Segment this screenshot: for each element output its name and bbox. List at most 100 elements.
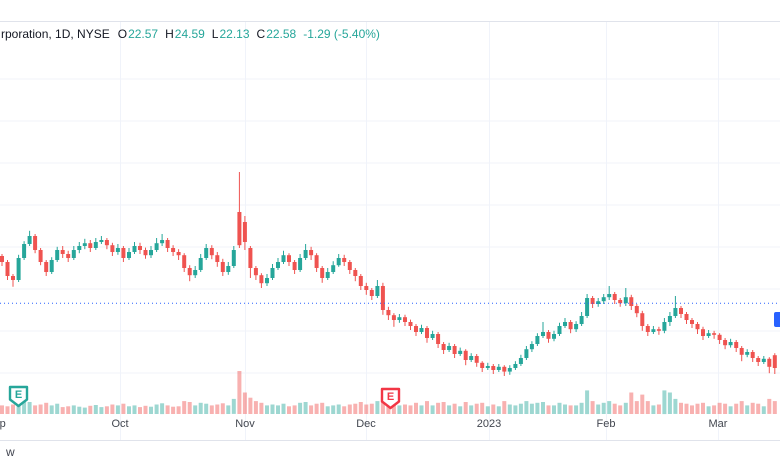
candle-body xyxy=(298,258,303,270)
candle-body xyxy=(33,236,38,250)
candle-body xyxy=(612,294,617,300)
volume-bar xyxy=(38,404,43,414)
candle-body xyxy=(154,243,159,250)
candle-body xyxy=(220,262,225,272)
volume-bar xyxy=(568,405,573,414)
candle-body xyxy=(745,352,750,355)
candle-body xyxy=(546,332,551,339)
volume-bar xyxy=(5,406,10,414)
candle-body xyxy=(347,262,352,270)
candle-body xyxy=(662,322,667,331)
candle-body xyxy=(104,240,109,246)
volume-bar xyxy=(667,392,672,414)
candle-body xyxy=(364,286,369,290)
volume-bar xyxy=(574,405,579,414)
candle-body xyxy=(656,329,661,331)
volume-bar xyxy=(253,401,258,414)
volume-bar xyxy=(375,401,380,414)
candle-body xyxy=(287,255,291,262)
volume-bar xyxy=(579,402,584,414)
volume-bar xyxy=(331,405,336,414)
candle-body xyxy=(535,336,540,344)
volume-bar xyxy=(458,406,463,414)
volume-bar xyxy=(541,402,545,414)
candle-body xyxy=(369,290,374,296)
candle-body xyxy=(342,258,347,262)
ohlc-high: H 24.59 xyxy=(165,27,205,41)
candle-body xyxy=(292,262,297,270)
volume-bar xyxy=(607,401,612,414)
candle-body xyxy=(0,256,4,262)
candle-body xyxy=(585,298,590,316)
volume-bar xyxy=(99,407,104,414)
volume-bar xyxy=(0,405,4,414)
volume-bar xyxy=(132,405,137,414)
volume-bar xyxy=(198,402,203,414)
volume-bar xyxy=(552,405,556,414)
volume-bar xyxy=(149,406,153,414)
candle-body xyxy=(485,366,490,368)
candle-body xyxy=(623,297,628,304)
volume-bar xyxy=(276,405,280,414)
candle-body xyxy=(750,352,755,358)
candle-body xyxy=(11,276,15,280)
volume-bar xyxy=(347,404,352,414)
volume-bar xyxy=(16,403,21,415)
volume-bar xyxy=(502,401,507,414)
candle-body xyxy=(695,324,700,330)
candle-body xyxy=(640,313,645,326)
time-axis-divider xyxy=(0,440,780,441)
volume-bar xyxy=(436,402,441,414)
candle-body xyxy=(276,262,280,268)
time-axis[interactable]: Sep Oct Nov Dec 2023 Feb Mar xyxy=(0,415,780,440)
volume-bar xyxy=(314,403,319,414)
candle-body xyxy=(607,294,612,298)
volume-bar xyxy=(115,405,120,414)
month-label: Feb xyxy=(596,418,616,430)
candle-body xyxy=(667,316,672,322)
candle-body xyxy=(723,340,728,346)
volume-bar xyxy=(728,406,733,414)
volume-bar xyxy=(55,403,60,414)
volume-bar xyxy=(563,404,567,414)
volume-bar xyxy=(772,401,777,414)
volume-bar xyxy=(380,396,385,414)
earnings-marker-icon[interactable]: E xyxy=(8,385,29,408)
month-label: Sep xyxy=(0,418,6,430)
candle-body xyxy=(552,334,556,339)
volume-bar xyxy=(325,406,330,414)
volume-bar xyxy=(745,405,750,414)
volume-bar xyxy=(160,403,165,415)
volume-bar xyxy=(690,405,694,414)
candle-body xyxy=(679,308,683,314)
candle-body xyxy=(645,326,650,332)
volume-bar xyxy=(485,406,490,414)
volume-bar xyxy=(596,404,601,414)
candle-body xyxy=(557,326,562,334)
volume-bar xyxy=(463,402,468,414)
volume-bar xyxy=(441,402,446,414)
earnings-marker-icon[interactable]: E xyxy=(380,387,401,410)
candle-body xyxy=(204,248,209,258)
volume-bar xyxy=(651,405,656,414)
volume-bar xyxy=(66,406,71,414)
month-label: Oct xyxy=(111,418,129,430)
volume-bar xyxy=(82,407,87,415)
volume-bar xyxy=(77,406,82,414)
candle-body xyxy=(77,246,82,250)
volume-bar xyxy=(623,402,628,414)
candle-body xyxy=(430,334,435,338)
candle-body xyxy=(143,250,148,256)
candle-body xyxy=(513,364,518,368)
candle-body xyxy=(176,252,181,256)
candle-body xyxy=(634,306,639,314)
candle-body xyxy=(27,236,32,244)
candle-body xyxy=(563,322,567,326)
candle-body xyxy=(496,366,501,370)
candle-body xyxy=(187,268,192,276)
candle-body xyxy=(215,255,220,262)
volume-bar xyxy=(226,405,231,414)
price-label-tag xyxy=(774,312,780,327)
